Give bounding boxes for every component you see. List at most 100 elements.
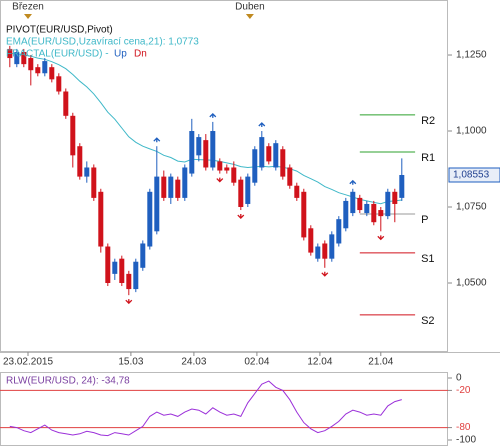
indicator-panel [0,372,448,446]
candle-body [112,261,118,274]
last-price-box [448,167,500,183]
candle-body [28,58,34,71]
candle-body [266,146,272,162]
candle-body [147,191,153,247]
candle-body [70,115,76,156]
candle-body [140,243,146,268]
indicator-title: RLW(EUR/USD, 24): -34,78 [6,376,130,387]
candle-body [364,203,370,214]
legend-pivot: PIVOT(EUR/USD,Pivot) [6,25,113,36]
candle-body [84,167,90,177]
x-tick-label: 15.03 [118,357,143,368]
y-tick-label: 1,0500 [456,278,487,289]
y-tick-label: -100 [456,435,476,446]
candle-body [287,167,293,186]
candle-body [42,61,48,74]
candle-body [350,191,356,214]
pivot-label: S2 [421,315,434,327]
pivot-label: S1 [421,253,434,265]
candle-body [203,140,209,168]
candle-body [35,67,41,74]
fractal-up [349,179,357,185]
candle-body [294,185,300,198]
x-tick-label: 12.04 [307,357,332,368]
last-price-label: 1,08553 [453,170,490,181]
candle-body [210,131,216,168]
fractal-up [153,137,161,143]
candle-body [378,210,384,217]
legend-dn: Dn [134,49,147,60]
candle-body [252,149,258,183]
candle-body [259,137,265,168]
candle-body [49,67,55,80]
x-tick-label: 02.04 [244,357,269,368]
candle-body [245,176,251,204]
legend-up: Up [114,49,127,60]
candle-body [119,258,125,283]
top-tick-marker [24,14,32,19]
candle-body [399,174,405,198]
candle-body [329,234,335,259]
main-panel [0,0,448,352]
fractal-up [209,112,217,118]
candle-body [168,176,174,198]
candle-body [280,149,286,177]
y-tick-label: 1,1250 [456,50,487,61]
candle-body [189,131,195,174]
candle-body [14,51,20,65]
fractal-down [321,271,329,277]
candle-body [301,191,307,238]
fractal-down [237,214,245,219]
candle-body [343,200,349,229]
candle-body [336,219,342,244]
y-tick-label: 1,0750 [456,202,487,213]
top-tick-label: Březen [12,2,44,13]
fractal-up [258,122,266,128]
top-tick-label: Duben [235,2,264,13]
candle-body [56,76,62,92]
candle-body [315,246,321,259]
y-tick-label: -20 [456,385,471,396]
candle-body [273,143,279,168]
pivot-label: P [421,214,428,226]
candle-body [357,197,363,211]
x-tick-label: 24.03 [181,357,206,368]
candle-body [63,91,69,116]
candle-body [91,167,97,198]
legend-ema: EMA(EUR/USD,Uzavírací cena,21): 1,0773 [6,37,199,48]
candle-body [231,167,237,183]
legend-fractal: FRACTAL(EUR/USD) - [6,49,109,60]
candle-body [126,273,132,290]
fractal-down [377,235,385,241]
candle-body [21,51,27,65]
candle-body [392,191,398,204]
candle-body [175,179,181,198]
candle-body [182,167,188,198]
candle-body [7,48,13,59]
pivot-label: R2 [421,115,435,127]
y-tick-label: 1,1000 [456,126,487,137]
candle-body [98,191,104,247]
fractal-down [216,177,224,183]
x-tick-label: 21.04 [368,357,393,368]
candle-body [77,146,83,177]
candle-body [161,176,167,198]
candle-body [385,191,391,217]
candle-body [196,137,202,156]
x-tick-label: 23.02.2015 [3,357,53,368]
candle-body [217,161,223,171]
candle-body [371,203,377,223]
pivot-label: R1 [421,152,435,164]
fractal-down [125,299,133,305]
y-tick-label: 0 [456,373,462,384]
candle-body [308,228,314,253]
indicator-line [9,380,402,437]
y-tick-label: -80 [456,422,471,433]
candle-body [133,261,139,290]
candle-body [105,246,111,283]
top-tick-marker [245,14,254,19]
candle-body [154,176,160,232]
candle-body [224,167,230,171]
candle-body [238,179,244,208]
